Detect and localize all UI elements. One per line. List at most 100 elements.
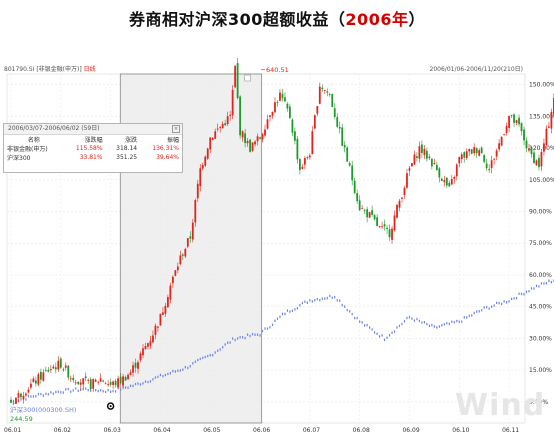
- candle-body: [129, 372, 132, 376]
- candle-body: [166, 297, 169, 308]
- data-point: [406, 316, 408, 320]
- candle-body: [42, 372, 45, 381]
- data-point: [127, 386, 129, 389]
- data-point: [234, 338, 236, 342]
- data-point: [42, 394, 44, 397]
- candle-body: [465, 151, 468, 159]
- candle-body: [333, 108, 336, 117]
- candle-body: [194, 200, 197, 223]
- data-point: [187, 366, 189, 370]
- x-tick-label: 06.07: [303, 427, 320, 434]
- high-label: 640.51: [266, 66, 289, 74]
- candle-body: [27, 389, 30, 393]
- data-point: [45, 392, 47, 396]
- data-point: [47, 393, 49, 396]
- candle-body: [35, 380, 37, 384]
- data-point: [535, 284, 538, 288]
- data-point: [251, 332, 254, 336]
- data-point: [386, 336, 388, 339]
- data-point: [139, 383, 142, 386]
- candle-body: [74, 382, 77, 384]
- data-point: [423, 321, 426, 324]
- data-point: [383, 338, 386, 342]
- data-point: [72, 389, 74, 392]
- candle-body: [480, 147, 483, 154]
- plot-frame: [6, 73, 526, 424]
- candle-body: [543, 143, 545, 152]
- candle-body: [67, 365, 70, 378]
- candle-body: [20, 393, 22, 398]
- candle-body: [361, 208, 364, 209]
- data-point: [184, 365, 186, 369]
- title-main: 券商相对沪深300超额收益（: [129, 10, 346, 29]
- candle-body: [428, 156, 431, 159]
- x-tick-label: 06.03: [104, 427, 121, 434]
- candle-body: [84, 376, 87, 379]
- data-point: [40, 392, 42, 396]
- period-tag[interactable]: 日线: [83, 66, 96, 73]
- data-point: [119, 388, 122, 391]
- candle-body: [455, 164, 458, 177]
- candle-body: [209, 137, 212, 150]
- candle-body: [57, 360, 60, 370]
- data-point: [548, 279, 550, 283]
- candle-body: [25, 393, 27, 396]
- popup-header: 2006/03/07-2006/06/02 (59日) ×: [4, 124, 182, 135]
- candle-body: [17, 393, 20, 398]
- candle-body: [279, 92, 281, 101]
- data-point: [309, 299, 311, 302]
- data-point: [461, 320, 463, 323]
- candle-body: [246, 140, 249, 144]
- candle-body: [363, 210, 366, 211]
- candle-body: [421, 144, 423, 153]
- candle-body: [393, 215, 396, 231]
- candle-body: [79, 382, 82, 385]
- data-point: [25, 398, 27, 401]
- candle-body: [448, 182, 451, 187]
- data-point: [471, 314, 473, 317]
- candle-body: [515, 120, 518, 123]
- low-label: 244.59: [10, 415, 33, 423]
- row-amp: 39.64%: [156, 154, 179, 161]
- data-point: [110, 390, 112, 393]
- data-point: [438, 325, 440, 328]
- data-point: [296, 307, 298, 310]
- data-point: [157, 375, 159, 379]
- table-row: 非银金融(申万) 115.58% 318.14 136.31%: [4, 144, 182, 153]
- candle-body: [206, 148, 209, 159]
- candle-body: [59, 358, 62, 368]
- candle-body: [82, 378, 85, 385]
- data-point: [458, 320, 460, 323]
- candle-body: [102, 380, 105, 382]
- range-stats-popup: 2006/03/07-2006/06/02 (59日) × 名称 涨跌幅 涨跌 …: [3, 123, 183, 173]
- data-point: [169, 372, 171, 375]
- data-point: [416, 317, 418, 321]
- data-point: [37, 392, 39, 396]
- candle-body: [351, 165, 354, 181]
- candle-body: [528, 148, 530, 151]
- candle-body: [134, 362, 137, 368]
- row-chg: 318.14: [116, 145, 138, 152]
- candle-body: [505, 125, 508, 133]
- candle-body: [204, 156, 207, 166]
- data-point: [466, 316, 468, 319]
- close-icon[interactable]: ×: [172, 125, 180, 133]
- data-point: [436, 326, 438, 329]
- cursor-icon-dot: [109, 405, 112, 408]
- candle-body: [530, 146, 533, 155]
- candle-body: [184, 248, 187, 257]
- x-tick-label: 06.11: [502, 427, 519, 434]
- data-point: [391, 331, 393, 334]
- data-point: [431, 323, 433, 327]
- row-name: 沪深300: [7, 155, 31, 162]
- data-point: [291, 309, 294, 312]
- data-point: [65, 388, 67, 391]
- data-point: [167, 372, 169, 376]
- candle-body: [453, 176, 456, 179]
- data-point: [326, 296, 328, 300]
- data-point: [364, 324, 366, 327]
- data-point: [528, 290, 530, 293]
- x-tick-label: 06.02: [54, 427, 71, 434]
- candle-body: [174, 270, 177, 276]
- candle-body: [336, 117, 339, 127]
